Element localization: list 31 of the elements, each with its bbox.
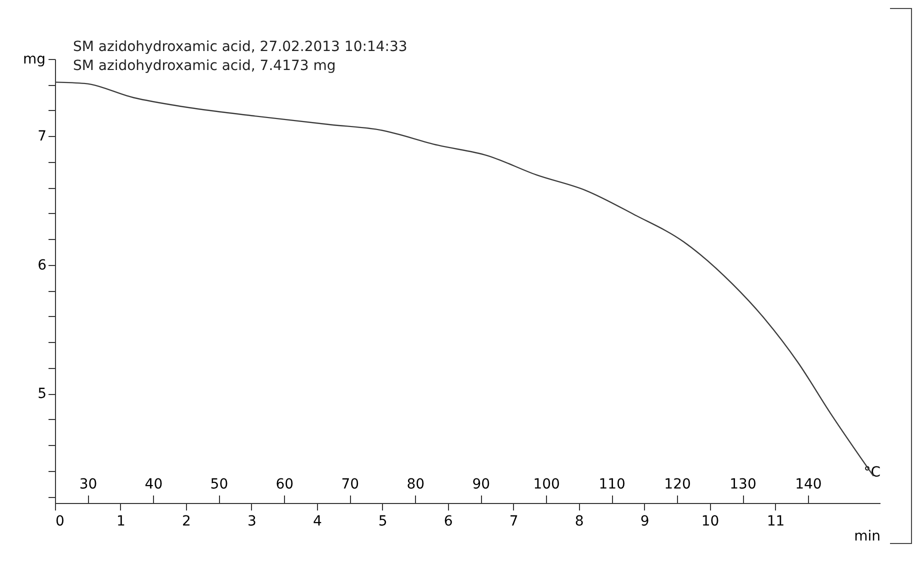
text: SM azidohydroxamic acid, 27.02.2013 10:14:33 (73, 39, 408, 55)
annotation: SM azidohydroxamic acid, 7.4173 mg (73, 58, 336, 74)
x2-tick-label: 40 (144, 476, 163, 492)
x-tick-label: 9 (640, 514, 650, 530)
x2-tick-label: 120 (664, 476, 691, 492)
x2-tick-label: 130 (730, 476, 756, 492)
x2-tick-label: 50 (210, 476, 228, 492)
x2-tick-label: 30 (79, 476, 98, 492)
x2-tick-label: 80 (406, 476, 425, 492)
x-tick-label: 10 (701, 514, 720, 530)
x-tick-label: 11 (766, 514, 785, 530)
x-tick-label: 4 (312, 514, 322, 530)
x-tick-label: 2 (182, 514, 191, 530)
y-axis-title: mg (22, 52, 46, 68)
x2-tick-label: 140 (795, 476, 822, 492)
x2-tick-label: 70 (341, 476, 360, 492)
x-tick-label: 8 (574, 514, 584, 530)
x-tick-label: 7 (509, 514, 518, 530)
y-tick-label: 6 (38, 257, 47, 274)
x-tick-label: 6 (444, 514, 453, 530)
y-tick-label: 7 (38, 128, 46, 145)
x-tick-label: 3 (247, 514, 256, 530)
x-axis-title: min (854, 528, 880, 544)
x-tick-label: 1 (116, 514, 126, 530)
x2-tick-label: 110 (598, 476, 626, 492)
x2-tick-label: 60 (276, 476, 294, 492)
y-tick-label: 5 (38, 386, 46, 402)
x2-tick-label: 90 (472, 476, 490, 492)
x-tick-label: 5 (378, 514, 388, 530)
x-tick-label: 0 (56, 514, 64, 530)
x2-tick-label: 100 (533, 476, 560, 492)
